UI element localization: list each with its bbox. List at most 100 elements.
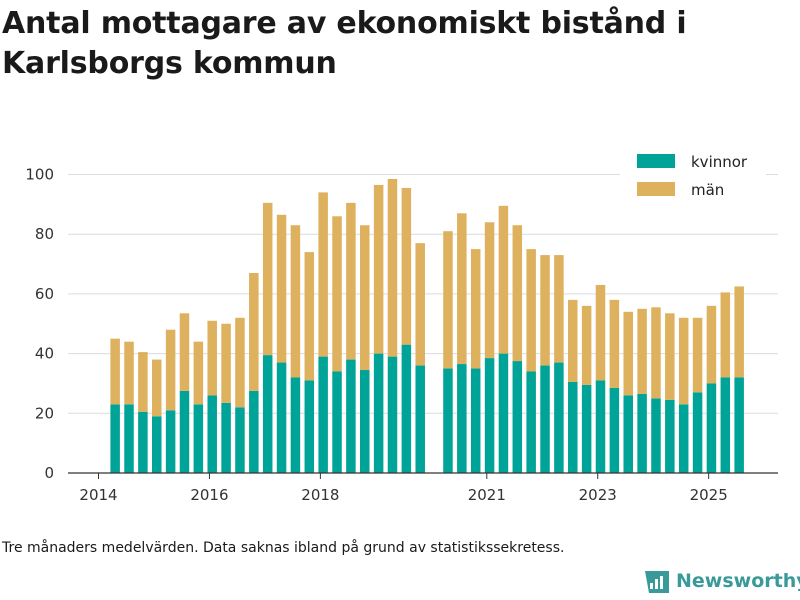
- caption: Tre månaders medelvärden. Data saknas ib…: [2, 540, 565, 556]
- bar-man: [373, 184, 384, 354]
- legend: kvinnor män: [620, 146, 766, 204]
- bar-man: [678, 317, 689, 405]
- newsworthy-logo-icon: [645, 571, 669, 593]
- y-tick-label: 100: [25, 166, 54, 184]
- bar-man: [318, 192, 328, 357]
- y-tick-label: 60: [35, 285, 54, 303]
- bar-man: [706, 305, 717, 384]
- legend-swatch: [637, 182, 675, 196]
- bar-kvinnor: [165, 410, 176, 473]
- bar-kvinnor: [138, 411, 148, 473]
- bar-man: [193, 341, 204, 405]
- bar-kvinnor: [262, 355, 273, 473]
- bar-man: [526, 249, 536, 372]
- bar-kvinnor: [179, 390, 190, 473]
- y-tick-label: 20: [35, 404, 54, 422]
- bar-man: [152, 359, 162, 417]
- bar-kvinnor: [581, 384, 592, 473]
- bar-kvinnor: [110, 404, 120, 473]
- bar-man: [512, 225, 523, 362]
- x-tick-label: 2025: [690, 486, 728, 504]
- bar-man: [540, 255, 550, 366]
- x-tick-label: 2014: [79, 486, 117, 504]
- bar-kvinnor: [249, 390, 259, 473]
- bar-man: [554, 255, 564, 363]
- y-tick-label: 40: [35, 345, 54, 363]
- bar-man: [457, 213, 467, 365]
- brand[interactable]: Newsworthy: [644, 568, 800, 594]
- bar-man: [332, 216, 342, 372]
- bar-kvinnor: [290, 377, 301, 473]
- bar-kvinnor: [706, 383, 717, 473]
- x-tick-label: 2023: [579, 486, 617, 504]
- bar-man: [498, 205, 509, 354]
- bar-kvinnor: [235, 407, 245, 473]
- bar-kvinnor: [124, 404, 134, 473]
- legend-label: kvinnor: [691, 153, 748, 171]
- bar-kvinnor: [595, 380, 606, 473]
- bar-man: [623, 311, 633, 396]
- bar-man: [581, 305, 592, 385]
- bar-kvinnor: [609, 387, 620, 473]
- bar-man: [443, 231, 453, 369]
- bar-kvinnor: [221, 402, 231, 473]
- bar-kvinnor: [373, 353, 384, 473]
- bar-man: [304, 252, 315, 381]
- chart-title: Antal mottagare av ekonomiskt bistånd i …: [2, 6, 687, 81]
- bar-man: [124, 341, 134, 405]
- bar-kvinnor: [623, 395, 633, 473]
- bar-man: [401, 187, 412, 345]
- x-tick-label: 2018: [301, 486, 339, 504]
- y-tick-label: 0: [44, 464, 54, 482]
- bar-kvinnor: [360, 370, 370, 473]
- bar-kvinnor: [304, 380, 315, 473]
- bar-kvinnor: [526, 371, 536, 473]
- bar-man: [207, 320, 217, 396]
- bar-kvinnor: [678, 404, 689, 473]
- bar-kvinnor: [318, 356, 328, 473]
- y-tick-label: 80: [35, 225, 54, 243]
- bar-kvinnor: [152, 416, 162, 473]
- bar-kvinnor: [401, 344, 412, 473]
- bar-kvinnor: [540, 365, 550, 473]
- bar-man: [179, 313, 190, 391]
- bar-man: [665, 313, 675, 400]
- bar-kvinnor: [276, 362, 287, 473]
- bar-man: [651, 307, 661, 399]
- bar-man: [595, 284, 606, 381]
- bar-kvinnor: [443, 368, 453, 473]
- bar-man: [692, 317, 703, 393]
- bar-kvinnor: [637, 393, 647, 473]
- bar-kvinnor: [207, 395, 217, 473]
- bar-man: [110, 338, 120, 405]
- bar-kvinnor: [734, 377, 744, 473]
- bar-kvinnor: [457, 364, 467, 473]
- bar-kvinnor: [512, 361, 523, 473]
- bar-kvinnor: [470, 368, 481, 473]
- brand-name: Newsworthy: [676, 570, 800, 592]
- bar-man: [484, 222, 495, 359]
- x-tick-label: 2021: [468, 486, 506, 504]
- x-tick-label: 2016: [190, 486, 228, 504]
- bar-kvinnor: [651, 398, 661, 473]
- bar-kvinnor: [415, 365, 425, 473]
- bar-man: [568, 299, 578, 382]
- bar-man: [360, 225, 370, 371]
- bar-man: [720, 292, 731, 378]
- bar-man: [276, 214, 287, 363]
- bar-man: [387, 178, 398, 357]
- bar-man: [734, 286, 744, 378]
- bar-man: [470, 249, 481, 369]
- bar-kvinnor: [568, 381, 578, 473]
- bar-kvinnor: [387, 356, 398, 473]
- bars: [110, 178, 744, 473]
- bar-man: [415, 243, 425, 366]
- bar-man: [221, 323, 231, 403]
- bar-kvinnor: [692, 392, 703, 473]
- bar-kvinnor: [484, 358, 495, 473]
- bar-kvinnor: [346, 359, 356, 473]
- bar-man: [346, 202, 356, 360]
- bar-man: [290, 225, 301, 378]
- bar-kvinnor: [665, 399, 675, 473]
